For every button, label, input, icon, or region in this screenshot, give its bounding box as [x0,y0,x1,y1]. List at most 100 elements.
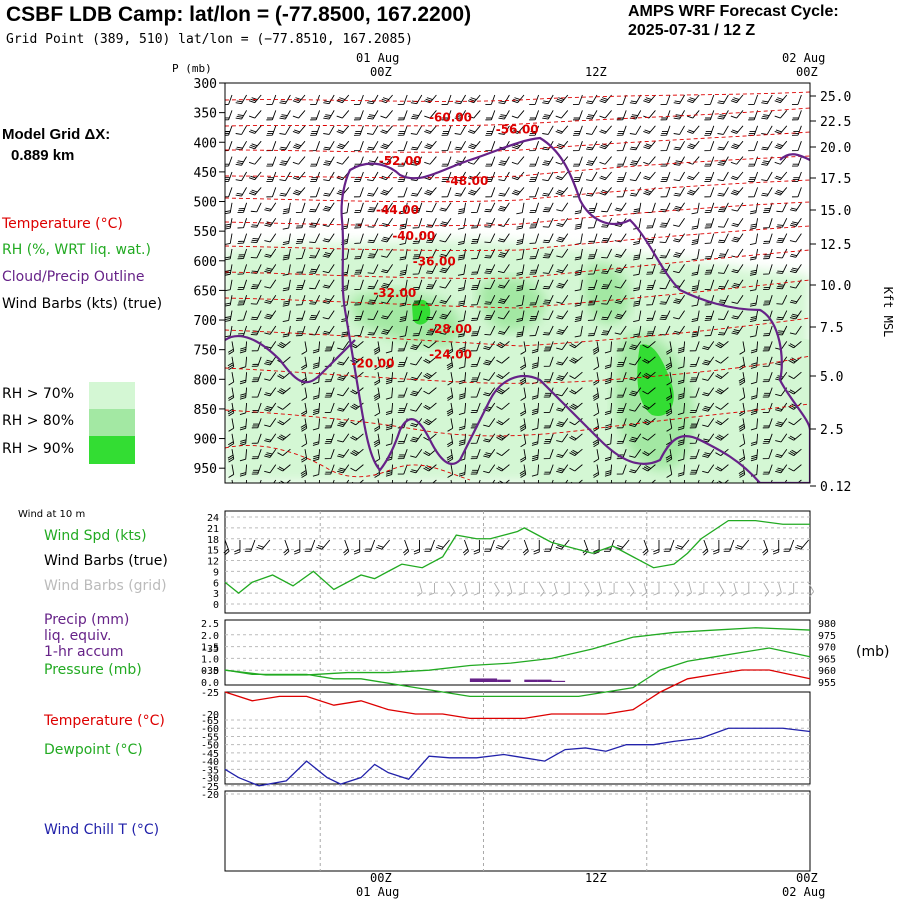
wind-barb [279,94,291,105]
wind-barb [643,156,656,165]
wind-barb [593,418,600,432]
kft-tick-label: 0.12 [820,480,851,495]
wind-barb [715,371,729,380]
wind-barb [616,356,627,367]
wind-barb [643,187,656,196]
top-time-3: 00Z [796,65,818,79]
wind-barb [312,402,321,416]
wind-barb [738,418,746,432]
wind-barb [485,110,496,121]
wind-barb [493,582,500,597]
wind-barb [412,248,423,260]
wind-barb [457,310,467,323]
wind-barb [666,464,673,478]
wind-barb [496,371,510,380]
wind-barb [659,264,671,274]
wind-barb [604,418,613,431]
wind-barb [735,539,750,550]
wind-barb [424,539,435,552]
wind-barb [353,540,361,555]
wind-barb [410,448,423,458]
wind-barb [763,233,773,244]
y-tick-label: 1.5 [201,643,219,654]
wind-barb [604,464,613,477]
wind-barb [529,156,540,167]
wind-barb [399,310,408,323]
wind-barb [439,279,452,289]
wind-barb [556,371,569,381]
wind-barb [776,582,782,597]
top-time-2: 12Z [585,65,607,79]
wind-barb [614,248,627,258]
temp-contour-label: -32.00 [373,286,416,300]
wind-barb [423,387,437,395]
wind-barb [483,356,496,366]
wind-barb [435,539,450,550]
wind-barb [673,294,685,304]
wind-barb [397,94,408,105]
wind-barb [616,94,627,105]
wind-barb [237,202,248,214]
wind-barb [282,310,291,323]
wind-barb [471,295,481,306]
wind-barb [367,233,379,244]
wind-barb [686,171,700,181]
wind-barb [749,295,759,307]
wind-barb [353,187,364,198]
wind-barb [529,295,540,306]
wind-barb [516,325,525,338]
wind-barb [458,402,467,416]
wind-barb [749,325,759,338]
wind-barb [555,187,569,196]
pressure-tick-label: 600 [194,255,217,270]
wind-barb [704,279,715,291]
wind-barb [248,110,262,119]
wind-barb [425,325,437,336]
wind-barb [324,433,335,444]
y-tick-label: -50 [201,741,219,752]
pressure-tick-label: 400 [194,136,217,151]
wind-barb [587,202,598,214]
wind-barb [616,110,627,121]
wind-barb [761,140,773,151]
wind-barb [399,218,408,230]
wind-barb [470,433,481,444]
wind-barb [642,539,649,556]
wind-barb [774,140,788,150]
wind-barb [616,402,627,413]
wind-barb [660,141,671,152]
wind-barb [748,141,759,152]
wind-barb [231,479,233,483]
wind-barb [572,141,583,152]
wind-barb [337,341,350,351]
wind-barb [498,94,510,105]
wind-barb [228,372,235,386]
pressure-tick-label: 980 [818,619,836,630]
wind-barb [717,171,729,182]
wind-barb [529,218,540,229]
wind-barb [397,341,408,352]
temp-dew-panel: -20-25-30-35 [201,644,811,785]
wind-barb [425,233,437,244]
wind-barb [471,202,481,214]
wind-barb [646,264,656,275]
wind-barb [450,479,452,483]
wind-barb [250,325,262,336]
wind-barb [629,448,642,458]
rh80-blob-c [584,264,630,324]
wind-barb [484,310,496,321]
wind-barb [470,449,481,460]
wind-barb [295,310,306,321]
wind-barb [264,279,277,289]
wind-barb [337,418,350,428]
pressure-tick-label: 975 [818,631,836,642]
wind-barb [470,387,481,398]
wind-barb [523,479,525,483]
wind-barb [556,448,569,458]
wind-barb [471,218,481,229]
wind-barb [717,202,729,213]
kft-tick-label: 17.5 [820,172,851,187]
wind-barb [531,402,540,416]
wind-barb [410,341,423,351]
